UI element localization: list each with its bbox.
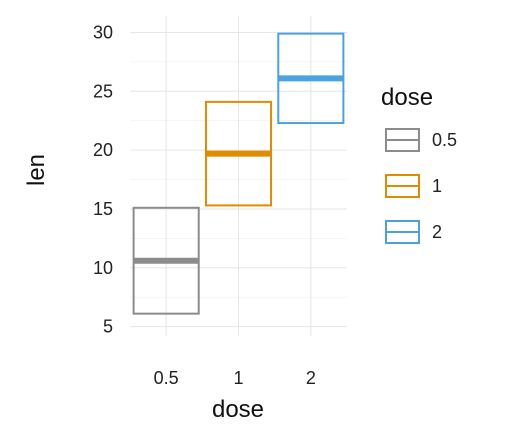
legend-title: dose	[381, 84, 433, 111]
y-tick-label: 10	[93, 258, 113, 278]
legend-label: 1	[432, 176, 442, 196]
grid	[130, 16, 347, 336]
x-axis-title: dose	[212, 396, 264, 423]
x-tick-label: 1	[233, 368, 243, 388]
y-tick-label: 5	[103, 317, 113, 337]
x-axis-ticks: 0.5 1 2	[154, 368, 316, 388]
y-tick-label: 20	[93, 140, 113, 160]
y-axis-ticks: 5 10 15 20 25 30	[93, 22, 113, 336]
y-axis-title: len	[23, 154, 50, 186]
x-tick-label: 0.5	[154, 368, 179, 388]
x-tick-label: 2	[306, 368, 316, 388]
y-tick-label: 25	[93, 81, 113, 101]
y-tick-label: 15	[93, 199, 113, 219]
legend-label: 2	[432, 222, 442, 242]
crossbars	[132, 32, 345, 315]
legend: dose 0.5 1 2	[381, 84, 457, 244]
y-tick-label: 30	[93, 22, 113, 42]
legend-label: 0.5	[432, 130, 457, 150]
